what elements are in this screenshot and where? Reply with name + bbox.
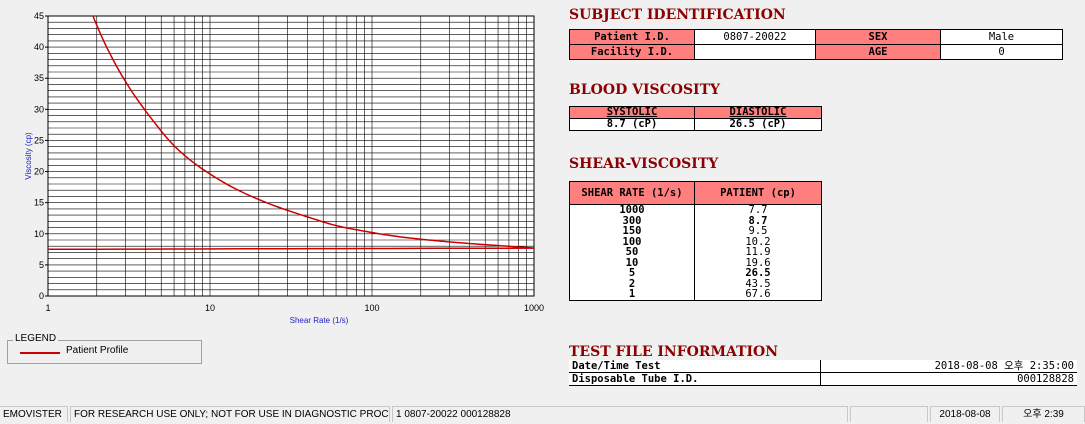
status-notice: FOR RESEARCH USE ONLY; NOT FOR USE IN DI… [70,406,390,422]
legend-box [7,340,202,364]
series-line [92,16,534,249]
subject-title: SUBJECT IDENTIFICATION [569,7,786,23]
age-label: AGE [815,44,941,60]
shear-rate-cell: 50 [569,247,695,258]
y-tick-label: 5 [39,260,44,270]
viscosity-cell: 7.7 [694,204,822,216]
y-tick-label: 10 [34,229,44,239]
y-tick-label: 35 [34,73,44,83]
sex-value: Male [940,29,1063,45]
y-tick-label: 0 [39,291,44,301]
shear-rate-header: SHEAR RATE (1/s) [569,181,695,205]
status-record: 1 0807-20022 000128828 [392,406,848,422]
status-time: 오후 2:39 [1002,406,1085,422]
viscosity-cell: 26.5 [694,268,822,279]
shear-rate-cell: 1000 [569,204,695,216]
plot-area [47,15,535,297]
systolic-label: SYSTOLIC [569,106,695,119]
datetime-value: 2018-08-08 오후 2:35:00 [820,360,1077,373]
y-tick-label: 20 [34,167,44,177]
chart-svg: 0 5 10 15 20 25 30 35 40 45 1 10 100 1000 Shear Rate (… [24,11,544,325]
patient-id-label: Patient I.D. [569,29,695,45]
series-line [48,247,534,251]
table-row: 5 26.5 [569,268,822,279]
legend-swatch [20,352,60,354]
testfile-title: TEST FILE INFORMATION [569,344,779,360]
table-row: 50 11.9 [569,247,822,258]
patient-id-value: 0807-20022 [694,29,816,45]
facility-id-value [694,44,816,60]
x-tick-label: 1 [45,303,50,313]
x-tick-label: 10 [205,303,215,313]
shear-table: SHEAR RATE (1/s) PATIENT (cp) 1000 7.7 30… [569,181,822,301]
viscosity-cell: 10.2 [694,236,822,247]
tube-id-value: 000128828 [820,372,1077,386]
legend-title: LEGEND [13,333,59,344]
y-tick-label: 30 [34,104,44,114]
diastolic-value: 26.5 (cP) [694,118,822,131]
x-tick-label: 1000 [524,303,544,313]
y-tick-label: 25 [34,135,44,145]
table-row: 1000 7.7 [569,204,822,216]
viscosity-chart: 0 5 10 15 20 25 30 35 40 45 1 10 100 1000 Shear Rate (… [0,0,556,327]
viscosity-cell: 43.5 [694,278,822,289]
table-row: 300 8.7 [569,215,822,226]
y-tick-label: 15 [34,198,44,208]
diastolic-label: DIASTOLIC [694,106,822,119]
viscosity-cell: 19.6 [694,257,822,268]
testfile-table: Date/Time Test 2018-08-08 오후 2:35:00 Dis… [569,360,1077,386]
blood-title: BLOOD VISCOSITY [569,82,721,98]
table-row: 150 9.5 [569,226,822,237]
table-row: 100 10.2 [569,236,822,247]
status-empty-cell [850,406,928,422]
viscosity-cell: 8.7 [694,215,822,226]
datetime-label: Date/Time Test [569,360,821,373]
shear-rate-cell: 1 [569,289,695,301]
tube-id-label: Disposable Tube I.D. [569,372,821,386]
systolic-value: 8.7 (cP) [569,118,695,131]
sex-label: SEX [815,29,941,45]
age-value: 0 [940,44,1063,60]
status-app-name: EMOVISTER [0,406,68,422]
shear-title: SHEAR-VISCOSITY [569,156,719,172]
status-bar: EMOVISTER FOR RESEARCH USE ONLY; NOT FOR… [0,404,1085,424]
viscosity-cell: 11.9 [694,247,822,258]
table-row: 10 19.6 [569,257,822,268]
subject-table: Patient I.D. 0807-20022 SEX Male Facilit… [569,29,1063,60]
status-date: 2018-08-08 [930,406,1000,422]
facility-id-label: Facility I.D. [569,44,695,60]
table-row: 2 43.5 [569,278,822,289]
table-row: 1 67.6 [569,289,822,301]
viscosity-cell: 9.5 [694,226,822,237]
x-tick-label: 100 [364,303,379,313]
blood-table: SYSTOLIC DIASTOLIC 8.7 (cP) 26.5 (cP) [569,106,822,131]
y-tick-label: 45 [34,11,44,21]
shear-rate-cell: 150 [569,226,695,237]
legend-label: Patient Profile [66,345,129,356]
x-axis-label: Shear Rate (1/s) [290,316,349,325]
shear-rate-cell: 5 [569,268,695,279]
y-tick-label: 40 [34,42,44,52]
y-axis-label: Viscosity (cp) [24,132,33,180]
viscosity-cell: 67.6 [694,289,822,301]
patient-cp-header: PATIENT (cp) [694,181,822,205]
